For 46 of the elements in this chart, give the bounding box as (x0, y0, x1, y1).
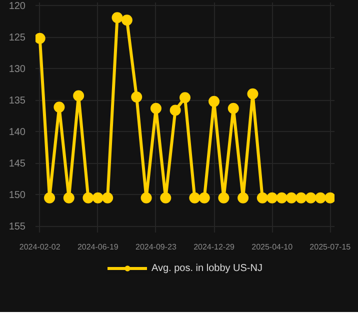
point (305, 192, 316, 204)
point (180, 92, 190, 104)
point (314, 192, 326, 204)
point (36, 32, 46, 44)
point (296, 192, 307, 204)
point (208, 96, 220, 107)
point (189, 192, 200, 204)
point (121, 14, 132, 26)
y-tick-label: 145 (8, 158, 26, 170)
y-tick-label: 155 (8, 222, 26, 233)
point (170, 104, 181, 116)
x-tick-label: 2024-12-29 (194, 242, 236, 252)
y-tick-label: 135 (8, 96, 26, 107)
point (160, 192, 172, 204)
point (218, 192, 230, 204)
point (112, 12, 123, 24)
point (82, 192, 94, 204)
point (92, 192, 104, 204)
x-tick-label: 2025-04-10 (252, 242, 294, 252)
x-tick-label: 2025-07-15 (310, 242, 352, 252)
point (44, 192, 56, 204)
y-tick-label: 120 (8, 1, 26, 12)
point (256, 192, 268, 204)
point (238, 192, 249, 204)
legend-label: Avg. pos. in lobby US-NJ (152, 262, 262, 274)
point (102, 192, 114, 204)
y-tick-label: 140 (8, 127, 26, 138)
x-tick-label: 2024-09-23 (136, 242, 177, 252)
point (150, 102, 162, 114)
y-tick-label: 130 (8, 64, 26, 76)
point (140, 192, 152, 204)
point (266, 192, 278, 204)
point (286, 192, 297, 204)
point (54, 102, 65, 113)
point (131, 92, 142, 103)
point (276, 192, 288, 204)
point (324, 192, 334, 204)
point (228, 102, 239, 114)
x-tick-label: 2024-06-19 (77, 242, 119, 252)
point (247, 88, 258, 100)
y-tick-label: 150 (8, 190, 26, 202)
point (73, 90, 84, 102)
y-tick-label: 125 (8, 32, 26, 44)
x-tick-label: 2024-02-02 (19, 242, 61, 252)
point (198, 192, 210, 204)
point (63, 192, 74, 204)
